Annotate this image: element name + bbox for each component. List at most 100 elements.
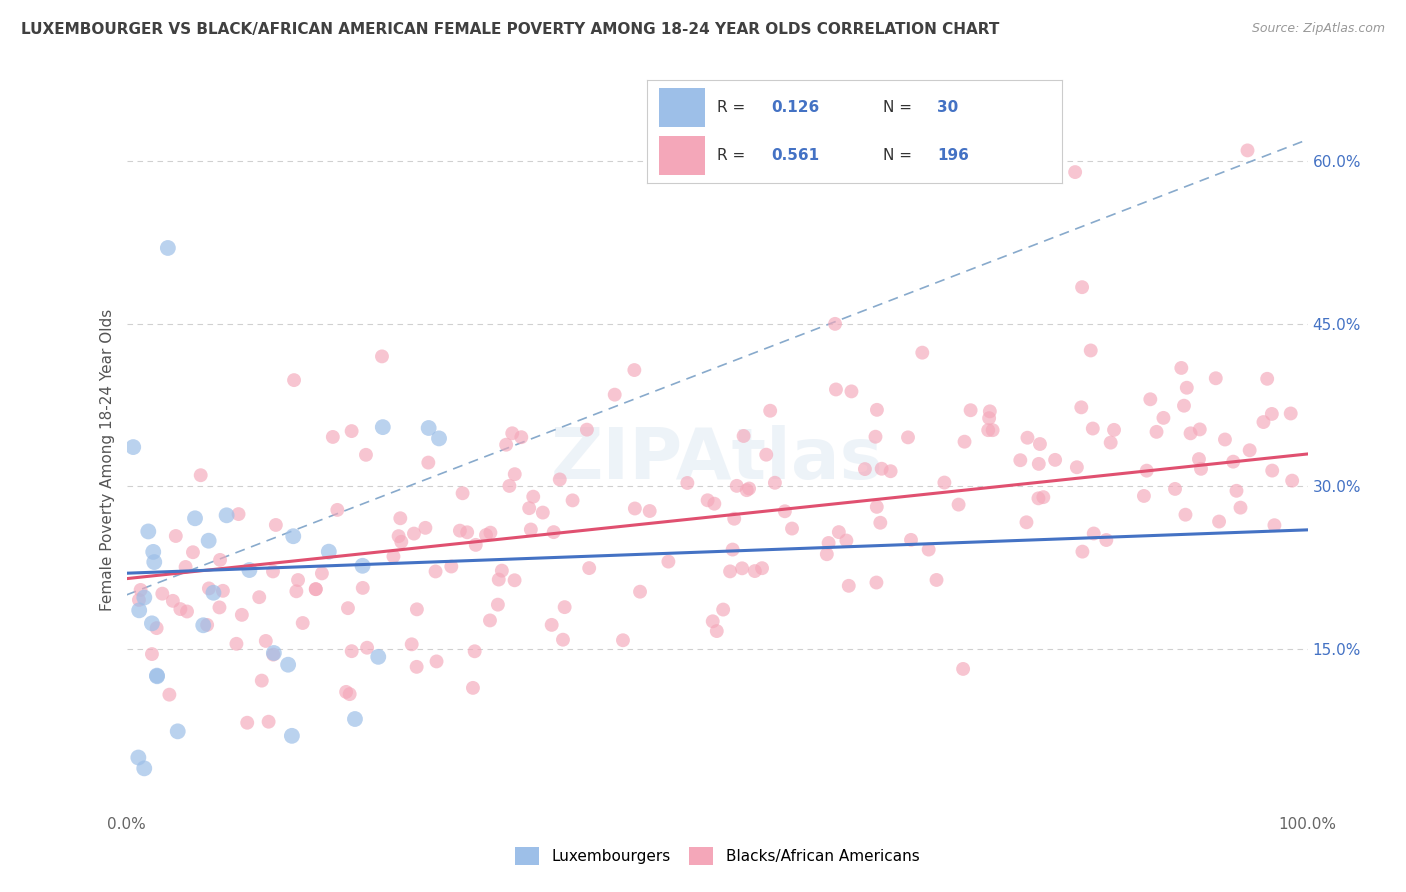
Point xyxy=(543,525,565,540)
Point xyxy=(897,430,920,444)
Point xyxy=(491,564,513,578)
Point xyxy=(202,586,225,600)
Point xyxy=(959,403,981,417)
Point xyxy=(1071,280,1094,294)
Point xyxy=(1071,544,1094,558)
Point xyxy=(603,387,626,401)
Point xyxy=(340,424,363,438)
Point xyxy=(1102,423,1125,437)
Point xyxy=(176,605,198,619)
Point xyxy=(198,582,221,596)
Point xyxy=(257,714,280,729)
Point xyxy=(735,483,758,498)
Point xyxy=(1174,508,1197,522)
Point xyxy=(401,637,423,651)
Point xyxy=(291,615,314,630)
Point xyxy=(1239,443,1261,458)
Point xyxy=(456,525,478,540)
Point xyxy=(755,448,778,462)
Point xyxy=(1213,433,1236,447)
Text: N =: N = xyxy=(883,101,917,115)
Point xyxy=(262,565,284,579)
Point xyxy=(367,649,389,664)
Point xyxy=(1136,464,1159,478)
Point xyxy=(146,669,169,683)
Point xyxy=(1164,482,1187,496)
Point xyxy=(184,511,207,525)
Point xyxy=(122,440,145,454)
Point xyxy=(721,542,744,557)
Point xyxy=(264,518,287,533)
Legend: Luxembourgers, Blacks/African Americans: Luxembourgers, Blacks/African Americans xyxy=(509,841,925,871)
Point xyxy=(510,430,533,444)
Point xyxy=(247,590,270,604)
Point xyxy=(388,529,411,543)
Point xyxy=(195,618,218,632)
Point xyxy=(696,493,718,508)
Point xyxy=(841,384,863,399)
Point xyxy=(1043,453,1066,467)
Point xyxy=(540,618,562,632)
Point xyxy=(1175,381,1198,395)
Point xyxy=(1095,533,1118,547)
Point xyxy=(979,404,1001,418)
Point xyxy=(900,533,922,547)
Point xyxy=(1028,491,1050,506)
Point xyxy=(725,479,748,493)
Point xyxy=(981,423,1004,437)
Point xyxy=(1180,426,1202,441)
Point xyxy=(209,553,232,567)
Point xyxy=(1263,518,1285,533)
Point xyxy=(193,618,215,632)
Text: 30: 30 xyxy=(936,101,959,115)
Point xyxy=(461,681,484,695)
Point xyxy=(197,533,219,548)
Point xyxy=(1139,392,1161,407)
Point xyxy=(824,317,846,331)
Point xyxy=(522,490,544,504)
Point xyxy=(143,555,166,569)
Point xyxy=(1152,410,1174,425)
Point xyxy=(231,607,253,622)
FancyBboxPatch shape xyxy=(659,88,704,128)
Point xyxy=(486,598,509,612)
Point xyxy=(723,512,745,526)
Point xyxy=(352,581,374,595)
Point xyxy=(738,482,761,496)
Point xyxy=(751,561,773,575)
Point xyxy=(1205,371,1227,385)
Point xyxy=(146,668,169,682)
Point xyxy=(1253,415,1275,429)
Point xyxy=(711,602,734,616)
Point xyxy=(706,624,728,638)
Point xyxy=(578,561,600,575)
Point xyxy=(285,584,308,599)
Point xyxy=(1279,407,1302,421)
Point xyxy=(703,497,725,511)
Point xyxy=(142,545,165,559)
Point xyxy=(870,462,893,476)
Point xyxy=(825,383,848,397)
Point xyxy=(141,616,163,631)
Text: 0.561: 0.561 xyxy=(772,148,820,162)
FancyBboxPatch shape xyxy=(659,136,704,175)
Point xyxy=(612,633,634,648)
Point xyxy=(953,434,976,449)
Point xyxy=(352,558,374,573)
Point xyxy=(165,529,187,543)
Point xyxy=(501,426,523,441)
Point xyxy=(425,565,447,579)
Point xyxy=(638,504,661,518)
Point xyxy=(1010,453,1032,467)
Point xyxy=(339,687,361,701)
Point xyxy=(440,559,463,574)
Point xyxy=(262,648,284,662)
Point xyxy=(238,563,260,577)
Point xyxy=(371,420,394,434)
Point xyxy=(1081,421,1104,435)
Point xyxy=(1170,360,1192,375)
Point xyxy=(174,560,197,574)
Point xyxy=(343,712,366,726)
Point xyxy=(1256,372,1278,386)
Point xyxy=(425,655,447,669)
